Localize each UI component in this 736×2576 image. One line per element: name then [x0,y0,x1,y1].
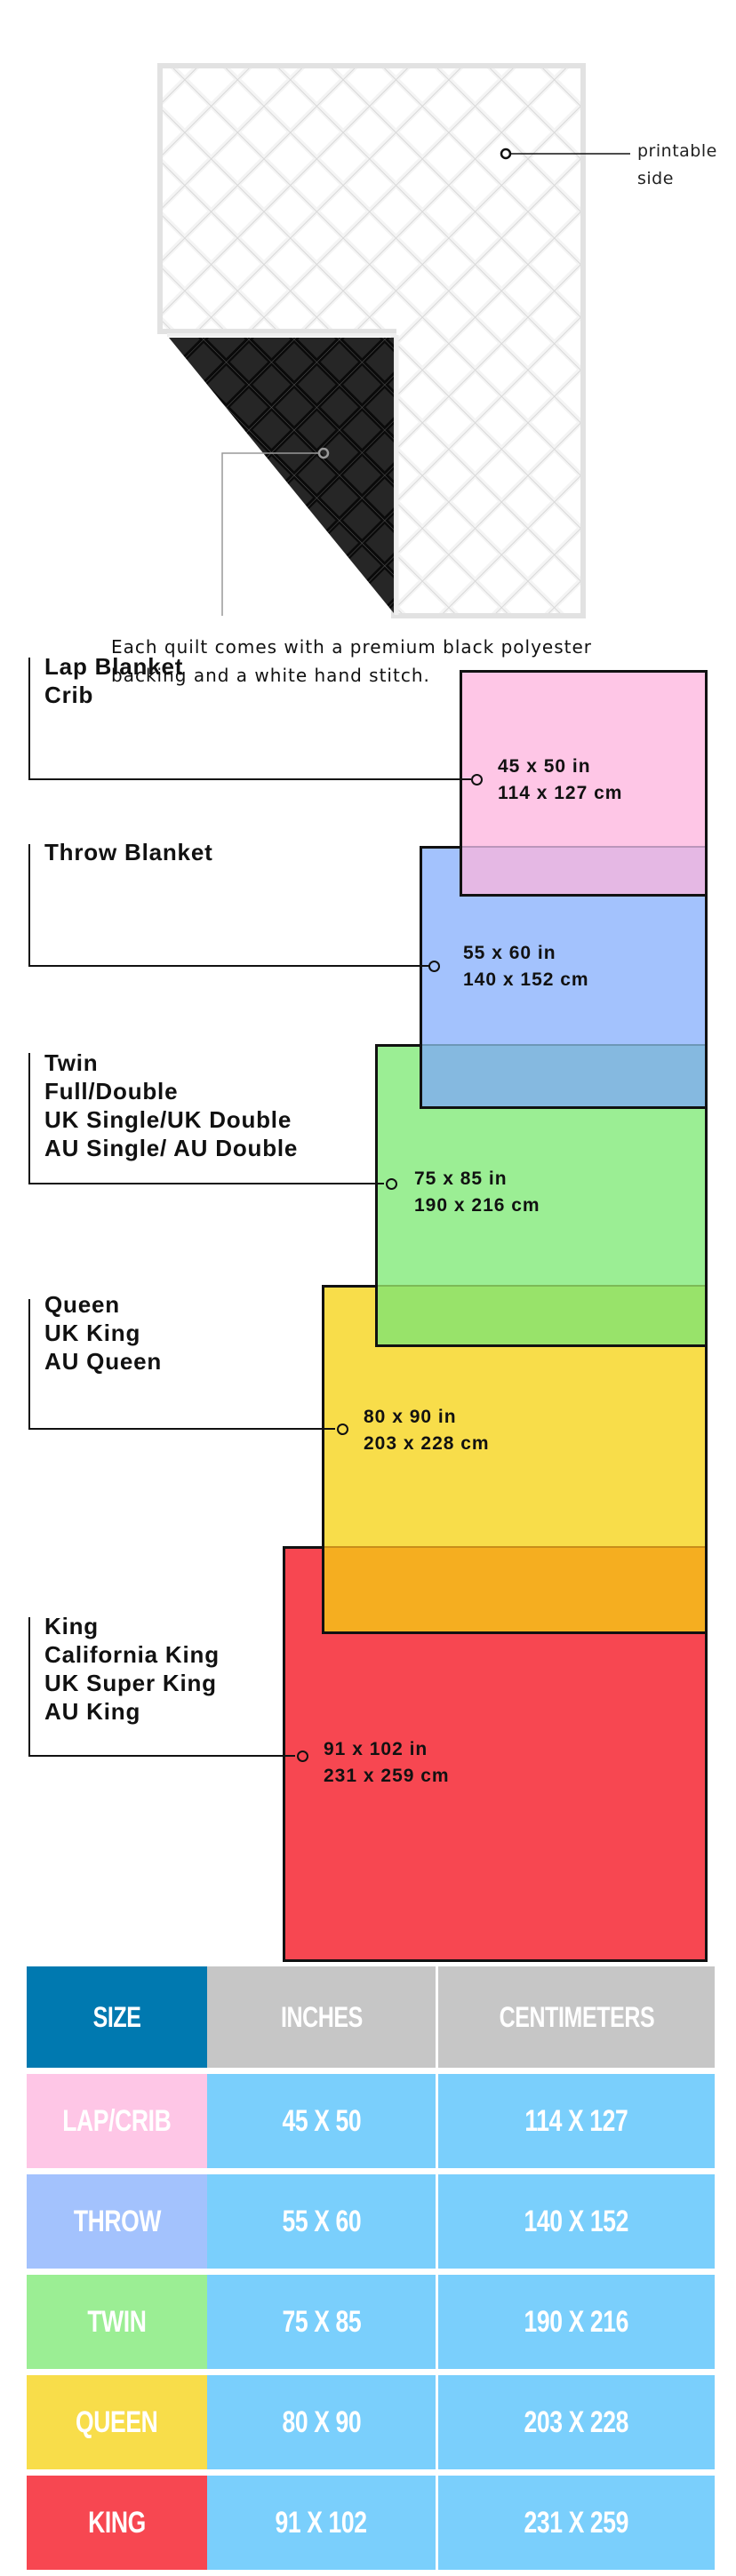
printable-side-label: printable side [637,141,717,188]
queen-marker-icon [337,1424,348,1435]
size-cell: KING [27,2476,207,2570]
king-marker-icon [297,1751,308,1762]
queen-dimensions: 80 x 90 in 203 x 228 cm [364,1407,490,1454]
twin-dimensions: 75 x 85 in 190 x 216 cm [414,1168,540,1216]
lap-size-label: Lap Blanket Crib [44,653,184,708]
throw-marker-icon [428,961,440,972]
cm-cell: 231 X 259 [438,2476,715,2570]
throw-size-label: Throw Blanket [44,839,213,865]
table-row: LAP/CRIB 45 X 50 114 X 127 [27,2074,715,2174]
lap-throw-overlap [462,846,705,894]
header-centimeters: CENTIMETERS [438,1966,715,2068]
quilt-illustration [157,63,630,618]
backing-caption: Each quilt comes with a premium black po… [111,633,592,690]
cm-cell: 140 X 152 [438,2174,715,2269]
twin-marker-icon [386,1178,397,1190]
cm-cell: 114 X 127 [438,2074,715,2168]
quilt-printable-side [157,63,586,618]
twin-size-label: Twin Full/Double UK Single/UK Double AU … [44,1049,299,1161]
table-header: SIZE INCHES CENTIMETERS [27,1966,715,2068]
inches-cell: 91 X 102 [207,2476,436,2570]
twin-queen-overlap [378,1285,705,1344]
table-row: QUEEN 80 X 90 203 X 228 [27,2375,715,2476]
size-cell: TWIN [27,2275,207,2369]
quilt-black-backing [169,338,394,613]
throw-dimensions: 55 x 60 in 140 x 152 cm [463,943,589,990]
inches-cell: 55 X 60 [207,2174,436,2269]
throw-twin-overlap [422,1044,705,1106]
size-cell: LAP/CRIB [27,2074,207,2168]
table-row: KING 91 X 102 231 X 259 [27,2476,715,2576]
queen-king-overlap [324,1546,705,1631]
caption-line-1: Each quilt comes with a premium black po… [111,636,593,658]
lap-dimensions: 45 x 50 in 114 x 127 cm [498,756,623,803]
header-inches: INCHES [207,1966,436,2068]
header-size: SIZE [27,1966,207,2068]
king-dimensions: 91 x 102 in 231 x 259 cm [324,1739,450,1786]
caption-line-2: backing and a white hand stitch. [111,665,430,686]
inches-cell: 45 X 50 [207,2074,436,2168]
size-cell: THROW [27,2174,207,2269]
cm-cell: 190 X 216 [438,2275,715,2369]
inches-cell: 75 X 85 [207,2275,436,2369]
size-cell: QUEEN [27,2375,207,2469]
table-row: TWIN 75 X 85 190 X 216 [27,2275,715,2375]
table-row: THROW 55 X 60 140 X 152 [27,2174,715,2275]
inches-cell: 80 X 90 [207,2375,436,2469]
cm-cell: 203 X 228 [438,2375,715,2469]
king-size-label: King California King UK Super King AU Ki… [44,1613,220,1725]
queen-size-label: Queen UK King AU Queen [44,1291,163,1375]
lap-marker-icon [471,774,483,786]
